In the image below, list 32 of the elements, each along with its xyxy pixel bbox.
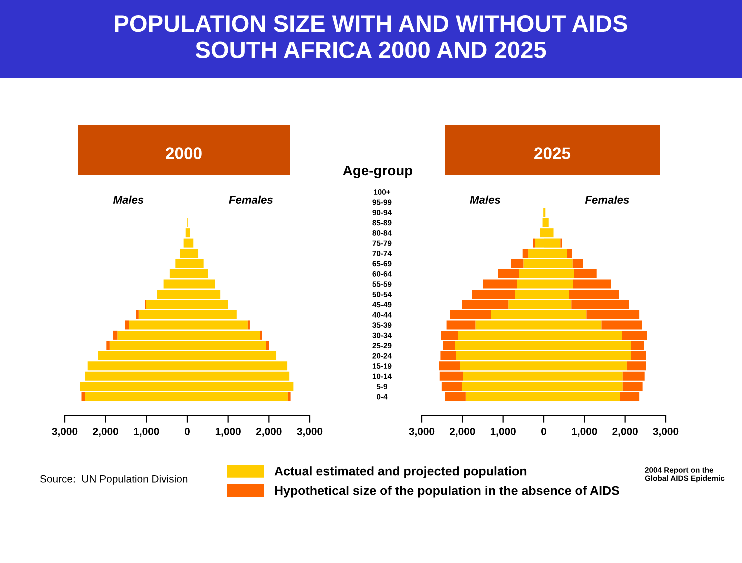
x-tick-label: 1,000	[216, 428, 241, 437]
bar	[567, 249, 572, 258]
y-axis-title: Age-group	[343, 166, 413, 178]
chart-title: 2025	[534, 148, 571, 160]
x-tick-label: 2,000	[450, 428, 476, 437]
legend-label: Actual estimated and projected population	[274, 466, 527, 478]
bar	[113, 330, 118, 340]
x-tick-label: 1,000	[134, 428, 160, 437]
bar	[82, 392, 86, 402]
x-tick-label: 2,000	[93, 428, 118, 437]
legend-label: Hypothetical size of the population in the absence of AIDS	[275, 486, 620, 498]
annotation: Females	[229, 196, 274, 204]
text: POPULATION SIZE WITH AND WITHOUT AIDS SOUTH AFRICA 2000 AND 2025	[115, 15, 628, 58]
chart-title: 2000	[166, 148, 202, 160]
bar	[288, 392, 291, 402]
x-tick-label: 2,000	[256, 428, 282, 437]
x-tick-label: 3,000	[409, 428, 435, 437]
x-tick-label: 0	[542, 428, 546, 436]
bar	[106, 341, 110, 350]
bar	[136, 310, 139, 320]
bar	[125, 320, 130, 330]
x-tick-label: 1,000	[490, 428, 516, 437]
x-tick-label: 3,000	[653, 428, 679, 437]
annotation: Females	[585, 196, 630, 204]
source-note: Source: UN Population Division	[40, 475, 188, 485]
x-tick-label: 3,000	[297, 428, 323, 437]
x-tick-label: 0	[185, 428, 190, 436]
annotation: Males	[113, 196, 144, 204]
x-tick-label: 1,000	[572, 428, 598, 437]
x-tick-label: 3,000	[52, 428, 78, 437]
x-tick-label: 2,000	[612, 428, 638, 437]
annotation: Males	[470, 196, 501, 204]
